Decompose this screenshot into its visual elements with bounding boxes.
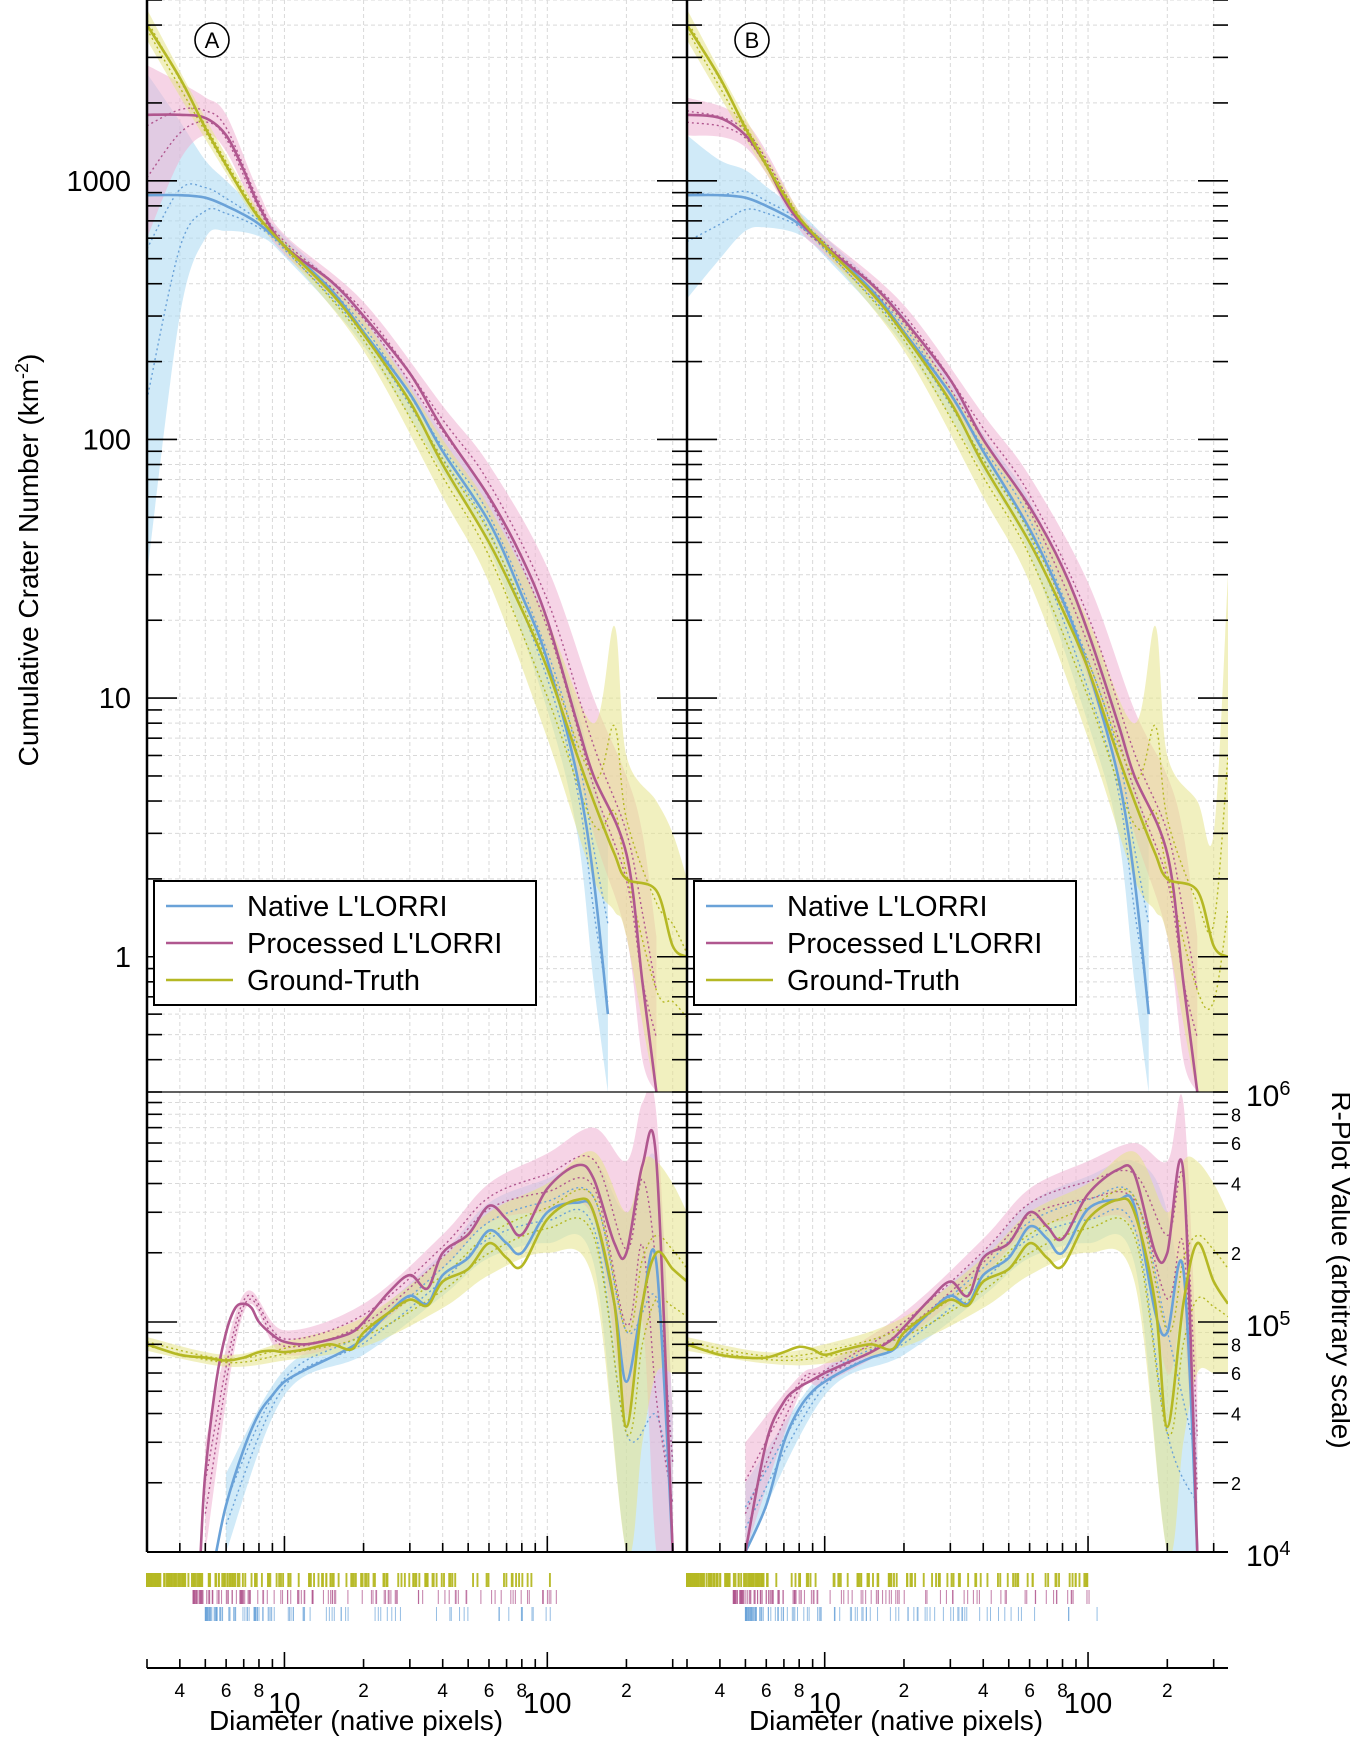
bound-Ground-Truth [687,1188,1228,1358]
exponent: 4 [1279,1538,1290,1560]
rplot-lines [687,1158,1228,1552]
x-tick-label: 4 [437,1681,448,1702]
x-tick-label: 6 [761,1681,772,1702]
legend-label: Processed L'LORRI [247,928,502,960]
x-tick-label: 2 [358,1681,369,1702]
x-tick-label: 4 [978,1681,989,1702]
exponent: 5 [1279,1308,1290,1330]
y-tick-label: 100 [83,424,131,456]
y-ticks [147,0,687,1553]
bound-Processed L'LORRI [147,121,658,1038]
cumulative-lines [687,19,1228,1092]
x-tick-label: 8 [517,1681,528,1702]
x-ticks [146,1536,674,1668]
exponent: 6 [1279,1078,1290,1100]
line-Ground-Truth [687,1197,1228,1429]
line-Native L'LORRI [687,193,1150,1015]
x-tick-label: 2 [1162,1681,1173,1702]
line-Processed L'LORRI [147,113,658,1092]
y-tick-label: 1 [115,942,131,974]
r-major-label: 106 [1246,1078,1291,1113]
bound-Native L'LORRI [744,1208,1198,1529]
bound-Ground-Truth [147,1217,687,1437]
x-tick-label: 2 [621,1681,632,1702]
y-tick-label: 10 [99,683,131,715]
r-minor-label: 8 [1231,1335,1241,1355]
x-major-label: 100 [523,1688,571,1720]
line-Native L'LORRI [147,193,610,1015]
rplot-lines [147,1128,687,1552]
panel-letter: A [205,28,220,53]
x-tick-label: 4 [715,1681,726,1702]
r-minor-label: 6 [1231,1134,1241,1154]
r-minor-label: 2 [1231,1474,1241,1494]
x-major-label: 10 [268,1688,300,1720]
x-tick-label: 6 [484,1681,495,1702]
r-minor-label: 2 [1231,1244,1241,1264]
x-tick-label: 2 [899,1681,910,1702]
x-tick-label: 8 [254,1681,265,1702]
band-Ground-Truth [147,1151,687,1552]
bound-Native L'LORRI [225,1208,674,1525]
x-tick-label: 6 [1024,1681,1035,1702]
bound-Ground-Truth [147,1188,687,1360]
y-axis-label-right: R-Plot Value (arbitrary scale) [1326,1091,1350,1448]
panel-badge [734,22,770,58]
x-axis-label-b: Diameter (native pixels) [749,1705,1043,1736]
x-major-label: 10 [809,1688,841,1720]
bound-Processed L'LORRI [147,107,658,991]
y-axis-label-left: Cumulative Crater Number (km-2) [12,354,44,767]
y-ticks [687,0,1228,1553]
x-axis-label-a: Diameter (native pixels) [209,1705,503,1736]
y-tick-label: 1000 [66,166,131,198]
cumulative-lines [147,19,687,1092]
line-Processed L'LORRI [199,1128,674,1552]
panel-b: 4 6 8 2 4 6 8 2 10 100 B Native L'LORRI Processed L'… [685,0,1228,1720]
r-major-label: 104 [1246,1538,1291,1573]
x-tick-label: 6 [221,1681,232,1702]
legend-label: Ground-Truth [247,965,420,997]
x-tick-label: 8 [1057,1681,1068,1702]
legend: Native L'LORRI Processed L'LORRI Ground-Tr… [693,880,1077,1006]
band-Ground-Truth [687,1151,1228,1552]
r-major-label: 105 [1246,1308,1291,1343]
x-tick-label: 8 [794,1681,805,1702]
panel-a: 4 6 8 2 4 6 8 2 10 100 A Native L'LORRI Processed L'… [145,0,687,1720]
line-Processed L'LORRI [744,1158,1199,1552]
r-minor-label: 6 [1231,1364,1241,1384]
legend-label: Native L'LORRI [247,891,448,923]
panel-badge [194,22,230,58]
r-minor-label: 4 [1231,1405,1241,1425]
bound-Native L'LORRI [687,190,1150,925]
bound-Native L'LORRI [147,207,609,1002]
line-Native L'LORRI [214,1199,674,1552]
bound-Native L'LORRI [687,208,1150,1002]
bound-Processed L'LORRI [204,1155,674,1481]
line-Ground-Truth [147,24,687,958]
line-Ground-Truth [147,1197,687,1429]
legend-label: Native L'LORRI [787,891,988,923]
r-minor-label: 8 [1231,1105,1241,1125]
bound-Processed L'LORRI [204,1176,674,1514]
legend-label: Processed L'LORRI [787,928,1042,960]
x-tick-label: 4 [175,1681,186,1702]
r-minor-label: 4 [1231,1175,1241,1195]
x-major-label: 100 [1064,1688,1112,1720]
bound-Native L'LORRI [225,1186,674,1502]
panel-letter: B [745,28,760,53]
bound-Native L'LORRI [744,1186,1198,1508]
bound-Processed L'LORRI [687,110,1198,991]
rug-strip [146,1573,557,1621]
legend-label: Ground-Truth [787,965,960,997]
x-ticks [686,1536,1215,1668]
legend: Native L'LORRI Processed L'LORRI Ground-Tr… [153,880,537,1006]
rug-strip [686,1573,1098,1621]
rplot-bands [687,1094,1228,1552]
line-Ground-Truth [687,24,1228,958]
